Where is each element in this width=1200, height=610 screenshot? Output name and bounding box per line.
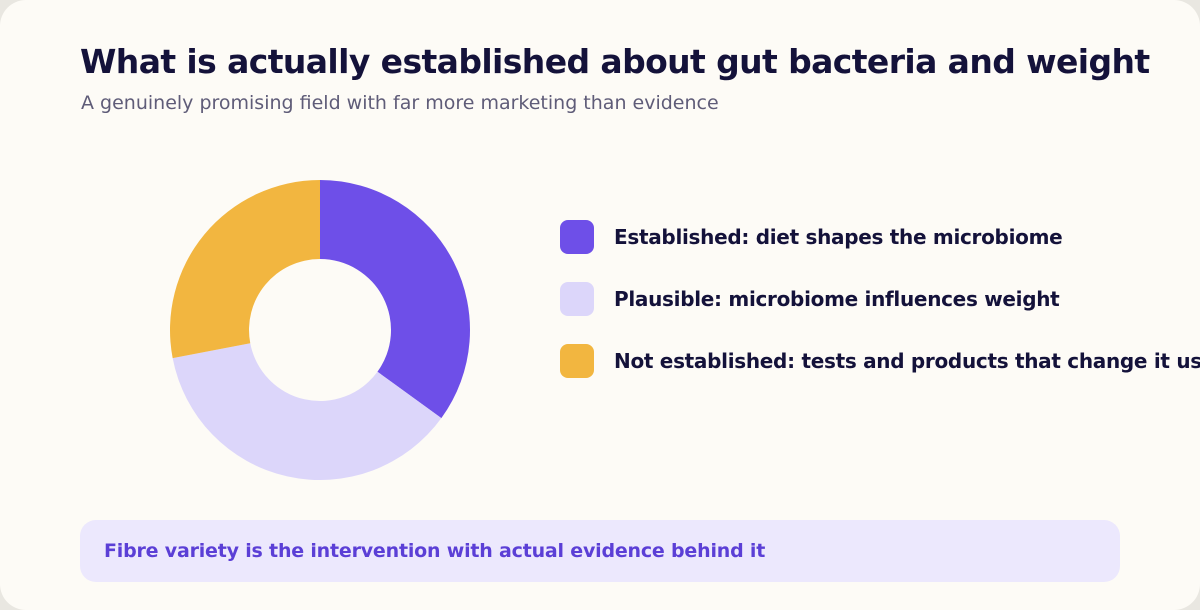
chart-title: What is actually established about gut b… — [80, 42, 1150, 81]
evidence-callout: Fibre variety is the intervention with a… — [80, 520, 1120, 582]
chart-legend: Established: diet shapes the microbiome … — [560, 219, 1200, 405]
legend-item-established: Established: diet shapes the microbiome — [560, 219, 1200, 255]
donut-slice-not-established — [170, 180, 320, 359]
legend-label-established: Established: diet shapes the microbiome — [614, 225, 1063, 249]
legend-swatch-established — [560, 220, 594, 254]
legend-swatch-plausible — [560, 282, 594, 316]
donut-slice-established — [320, 180, 470, 419]
legend-swatch-not-established — [560, 344, 594, 378]
donut-chart — [170, 180, 470, 481]
legend-label-not-established: Not established: tests and products that… — [614, 349, 1200, 373]
callout-text: Fibre variety is the intervention with a… — [104, 540, 766, 562]
legend-item-plausible: Plausible: microbiome influences weight — [560, 281, 1200, 317]
donut-slice-plausible — [172, 343, 442, 481]
legend-label-plausible: Plausible: microbiome influences weight — [614, 287, 1060, 311]
chart-subtitle: A genuinely promising field with far mor… — [81, 92, 719, 114]
legend-item-not-established: Not established: tests and products that… — [560, 343, 1200, 379]
